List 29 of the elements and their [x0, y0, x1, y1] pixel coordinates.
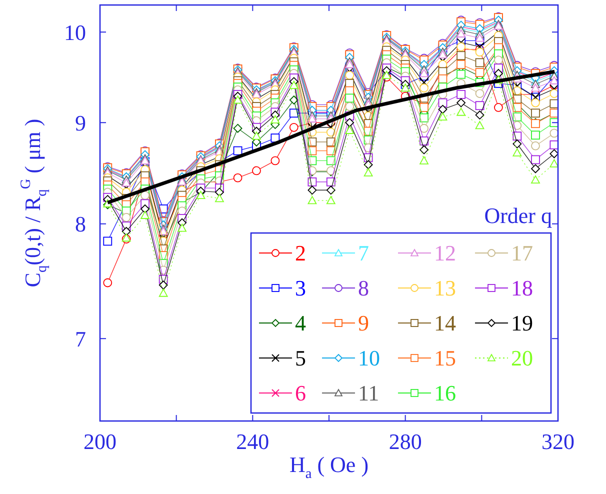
legend-label: 10	[358, 346, 380, 371]
legend-label: 15	[434, 346, 456, 371]
legend-label: 2	[295, 240, 306, 266]
y-tick-label: 7	[75, 326, 86, 352]
legend-label: 3	[295, 276, 306, 301]
x-tick-label: 280	[388, 429, 422, 454]
legend-label: 4	[295, 310, 306, 336]
y-tick-label: 10	[64, 20, 86, 45]
legend-label: 20	[511, 346, 533, 371]
legend-label: 5	[295, 346, 306, 371]
legend-label: 9	[358, 310, 369, 336]
legend-label: 13	[434, 276, 456, 301]
legend-label: 6	[295, 380, 306, 406]
legend-label: 8	[358, 276, 369, 301]
legend-label: 17	[511, 240, 533, 266]
x-tick-label: 240	[236, 429, 270, 454]
legend-label: 7	[358, 240, 369, 266]
legend-label: 14	[434, 310, 456, 336]
legend-label: 19	[511, 310, 533, 336]
x-axis-title: H$_{a}$ ( Oe )	[289, 452, 369, 482]
legend-label: 12	[434, 240, 456, 266]
legend-label: 18	[511, 276, 533, 301]
y-tick-label: 8	[75, 212, 86, 237]
legend-label: 11	[358, 380, 380, 406]
x-tick-label: 320	[542, 429, 574, 454]
y-tick-label: 9	[75, 110, 86, 136]
legend-title: Order q	[484, 203, 552, 228]
legend-label: 16	[434, 380, 456, 406]
x-tick-label: 200	[84, 429, 116, 454]
